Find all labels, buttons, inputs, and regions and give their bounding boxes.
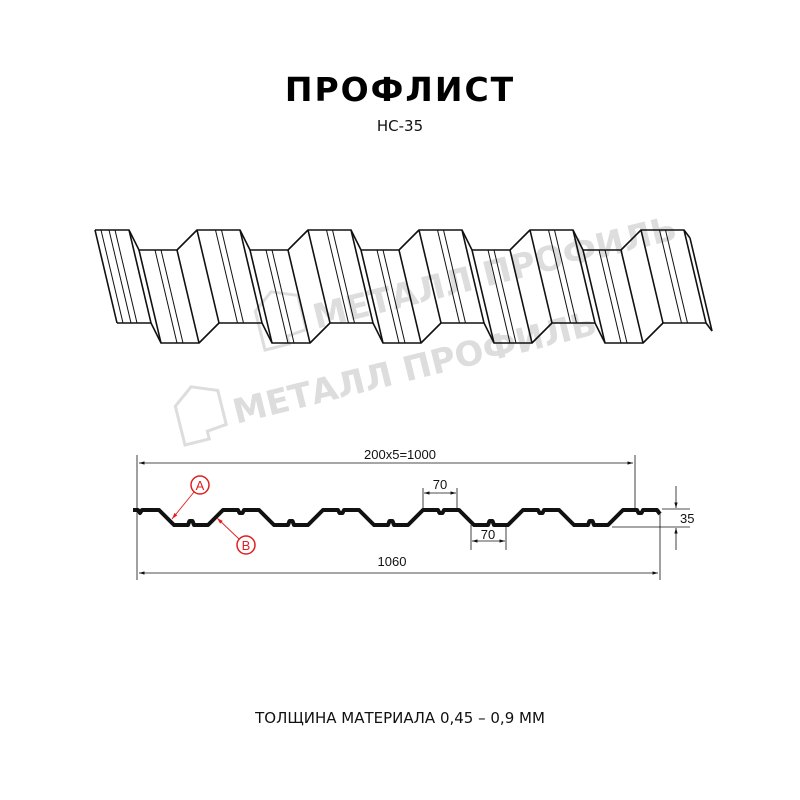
callout-b: B [216, 517, 256, 555]
rib-line [437, 229, 460, 324]
fold-line [582, 249, 606, 344]
top-flange-label: 70 [433, 477, 447, 492]
fold-line [94, 229, 118, 324]
material-thickness: ТОЛЩИНА МАТЕРИАЛА 0,45 – 0,9 ММ [255, 709, 545, 727]
rib-line [554, 229, 577, 324]
rib-line [326, 229, 349, 324]
rib-line [665, 229, 688, 324]
rib-line [548, 229, 571, 324]
fold-line [689, 237, 713, 332]
page-title: ПРОФЛИСТ [284, 70, 516, 109]
svg-text:B: B [242, 538, 251, 553]
fold-line [307, 229, 331, 324]
fold-line [620, 249, 644, 344]
fold-line [196, 229, 220, 324]
fold-line [360, 249, 384, 344]
rib-line [487, 249, 511, 344]
fold-line [138, 249, 162, 344]
rib-line [265, 249, 289, 344]
cross-section: 200x5=1000 1060 70 70 35 A B [133, 447, 694, 580]
fold-line [128, 229, 152, 324]
rib-line [221, 229, 244, 324]
sheet-3d-view [94, 229, 713, 344]
profile-section [133, 508, 662, 527]
bottom-flange-label: 70 [481, 527, 495, 542]
rib-line [659, 229, 682, 324]
fold-line [471, 249, 495, 344]
rib-line [160, 249, 184, 344]
rib-line [598, 249, 622, 344]
fold-line [239, 229, 263, 324]
fold-line [640, 229, 664, 324]
rib-line [604, 249, 628, 344]
fold-line [461, 229, 485, 324]
fold-line [572, 229, 596, 324]
rib-line [100, 229, 124, 324]
rib-line [154, 249, 178, 344]
fold-line [350, 229, 374, 324]
fold-line [398, 249, 422, 344]
rib-line [271, 249, 295, 344]
watermark-text: МЕТАЛЛ ПРОФИЛЬ [309, 208, 681, 337]
fold-line [683, 229, 707, 324]
rib-line [108, 229, 132, 324]
rib-line [114, 229, 138, 324]
fold-line [509, 249, 533, 344]
fold-line [418, 229, 442, 324]
total-width-label: 1060 [378, 554, 407, 569]
rib-line [376, 249, 400, 344]
rib-line [382, 249, 406, 344]
fold-line [287, 249, 311, 344]
rib-line [443, 229, 466, 324]
fold-line [176, 249, 200, 344]
rib-line [332, 229, 355, 324]
callout-a: A [171, 475, 210, 520]
height-label: 35 [680, 511, 694, 526]
fold-line [249, 249, 273, 344]
useful-width-label: 200x5=1000 [364, 447, 436, 462]
rib-line [215, 229, 238, 324]
fold-line [529, 229, 553, 324]
watermark-text: МЕТАЛЛ ПРОФИЛЬ [229, 303, 601, 432]
model-name: НС-35 [376, 117, 424, 135]
watermark-top: МЕТАЛЛ ПРОФИЛЬ [253, 208, 681, 352]
rib-line [493, 249, 517, 344]
svg-text:A: A [196, 478, 205, 493]
